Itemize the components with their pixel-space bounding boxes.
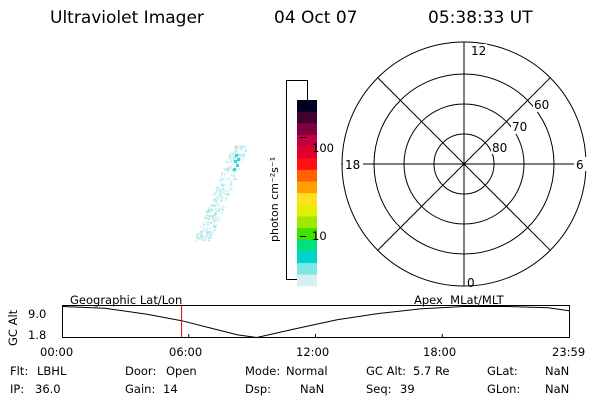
colorbar-band	[297, 263, 318, 276]
status-gain-label: Gain:	[125, 382, 156, 396]
status-flt-label: Flt:	[10, 364, 29, 378]
colorbar-tickmark-100	[300, 137, 306, 138]
colorbar-unit-label: photon cm⁻²s⁻¹	[268, 156, 281, 242]
orbit-plot	[62, 305, 570, 339]
date-label: 04 Oct 07	[274, 8, 358, 28]
status-glat-value: NaN	[545, 364, 570, 378]
status-mode-label: Mode:	[245, 364, 281, 378]
colorbar-band	[297, 251, 318, 264]
colorbar-band	[297, 239, 318, 253]
status-gcalt-label: GC Alt:	[366, 364, 407, 378]
colorbar-band	[297, 169, 318, 183]
orbit-x-tick-0: 00:00	[40, 345, 74, 359]
colorbar-band	[297, 123, 318, 136]
time-label: 05:38:33 UT	[428, 8, 533, 28]
orbit-x-tick-1: 06:00	[169, 345, 203, 359]
colorbar-tick-10: 10	[312, 229, 327, 243]
orbit-x-tick-4: 23:59	[552, 345, 586, 359]
status-seq-label: Seq:	[366, 382, 392, 396]
status-door-label: Door:	[125, 364, 157, 378]
orbit-plot-frame	[62, 305, 570, 338]
colorbar-tick-100: 100	[312, 141, 334, 155]
orbit-right-title: Apex MLat/MLT	[414, 293, 504, 307]
altitude-curve	[62, 306, 570, 339]
colorbar-band	[297, 204, 318, 218]
mlt-label-0: 0	[467, 276, 475, 290]
auroral-image	[194, 145, 250, 242]
orbit-x-tickmarks	[188, 334, 443, 338]
status-mode-value: Normal	[286, 364, 328, 378]
mlt-label-12: 12	[471, 44, 486, 58]
polar-diagonal-2	[377, 77, 551, 251]
status-flt-value: LBHL	[37, 364, 67, 378]
status-door-value: Open	[166, 364, 197, 378]
orbit-x-tick-3: 18:00	[423, 345, 457, 359]
colorbar-gradient	[297, 100, 318, 299]
status-dsp-value: NaN	[300, 382, 325, 396]
status-seq-value: 39	[400, 382, 415, 396]
lat-label-70: 70	[512, 120, 527, 134]
colorbar-band	[297, 134, 318, 148]
colorbar-band	[297, 286, 318, 299]
status-gain-value: 14	[163, 382, 178, 396]
orbit-y-axis-title: GC Alt	[6, 309, 20, 346]
colorbar-band	[297, 274, 318, 287]
colorbar	[286, 80, 318, 299]
colorbar-tickmark-10	[300, 236, 306, 237]
status-dsp-label: Dsp:	[245, 382, 272, 396]
colorbar-band	[297, 111, 318, 124]
status-ip-label: IP:	[10, 382, 25, 396]
status-glat-label: GLat:	[487, 364, 518, 378]
status-glon-value: NaN	[545, 382, 570, 396]
colorbar-band	[297, 228, 318, 241]
colorbar-band	[297, 146, 318, 159]
polar-plot: 12 6 0 18 60 70 80	[341, 41, 588, 290]
mlt-label-18: 18	[345, 158, 360, 172]
instrument-title: Ultraviolet Imager	[50, 8, 204, 28]
orbit-y-tick-max: 9.0	[28, 307, 47, 321]
colorbar-band	[297, 216, 318, 229]
lat-label-60: 60	[534, 98, 549, 112]
status-gcalt-value: 5.7 Re	[413, 364, 450, 378]
orbit-left-title: Geographic Lat/Lon	[70, 293, 183, 307]
mlt-label-6: 6	[576, 158, 584, 172]
colorbar-band	[297, 181, 318, 194]
status-glon-label: GLon:	[487, 382, 521, 396]
colorbar-band	[297, 193, 318, 206]
lat-label-80: 80	[492, 141, 507, 155]
colorbar-band	[297, 158, 318, 171]
colorbar-band	[297, 100, 318, 113]
orbit-x-tick-2: 12:00	[296, 345, 330, 359]
status-ip-value: 36.0	[35, 382, 61, 396]
orbit-y-tick-min: 1.8	[28, 328, 47, 342]
